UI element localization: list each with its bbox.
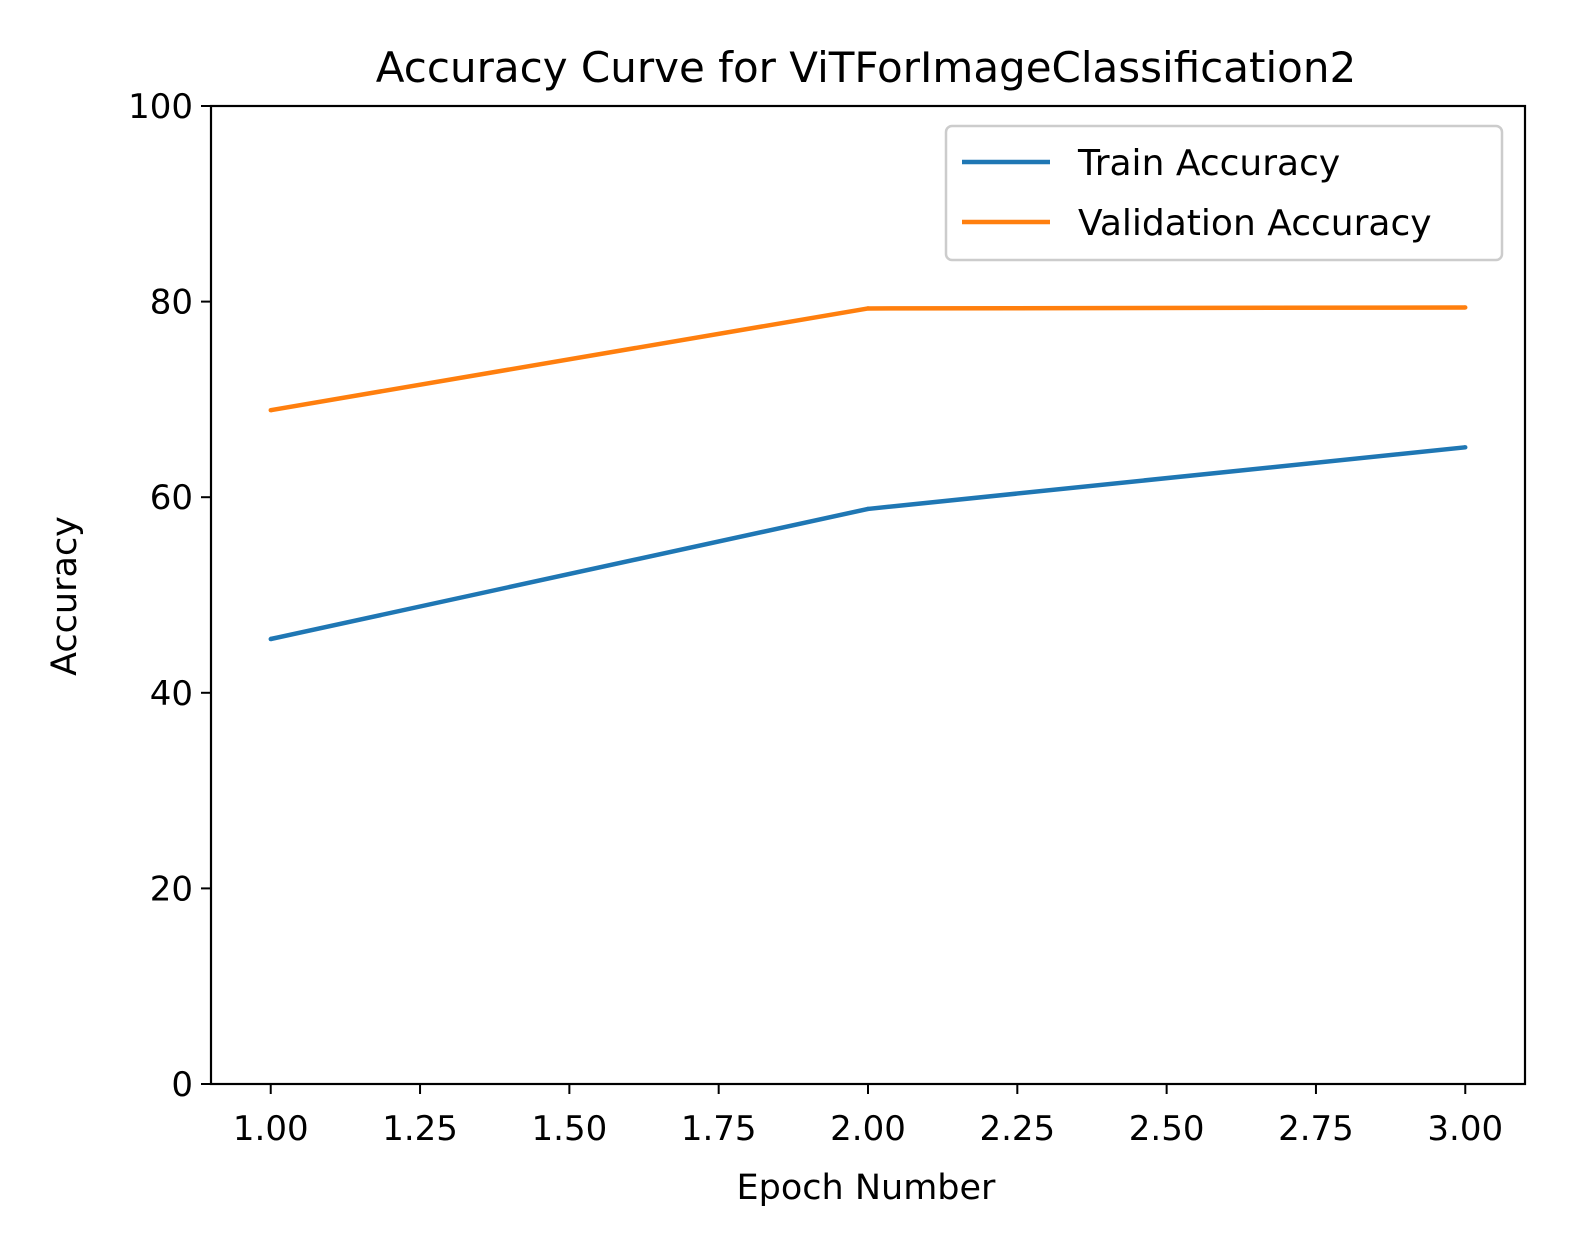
y-tick-label: 80 [150,283,193,323]
y-tick-label: 60 [150,478,193,518]
legend-label: Validation Accuracy [1078,203,1432,244]
x-axis-label: Epoch Number [737,1168,997,1208]
data-point [268,407,273,413]
x-tick-label: 2.25 [979,1109,1055,1149]
y-tick-label: 100 [128,87,193,127]
x-tick-label: 1.00 [233,1109,309,1149]
data-point [865,506,871,512]
x-tick-label: 1.75 [681,1109,757,1149]
data-point [1463,305,1468,310]
x-tick-label: 1.25 [382,1109,458,1149]
series-line-train-accuracy [270,445,1466,642]
y-tick-label: 0 [171,1065,193,1105]
y-axis-label: Accuracy [45,516,85,676]
data-point [268,636,273,642]
x-tick-label: 2.50 [1129,1109,1205,1149]
y-tick-label: 20 [150,869,193,909]
legend-box [944,124,1504,262]
x-tick-label: 1.50 [532,1109,608,1149]
plot-area: 1.00 1.25 1.50 1.75 2.00 2.25 2.50 2.75 3.00 0 20 4… [128,87,1527,1149]
data-point [865,306,871,311]
data-point [1463,445,1468,450]
x-tick-label: 2.75 [1278,1109,1354,1149]
legend-label: Train Accuracy [1077,143,1340,184]
series-line-validation-accuracy [270,305,1466,413]
x-tick-label: 2.00 [830,1109,906,1149]
x-tick-label: 3.00 [1427,1109,1503,1149]
chart-title: Accuracy Curve for ViTForImageClassifica… [376,43,1356,92]
y-tick-label: 40 [150,674,193,714]
